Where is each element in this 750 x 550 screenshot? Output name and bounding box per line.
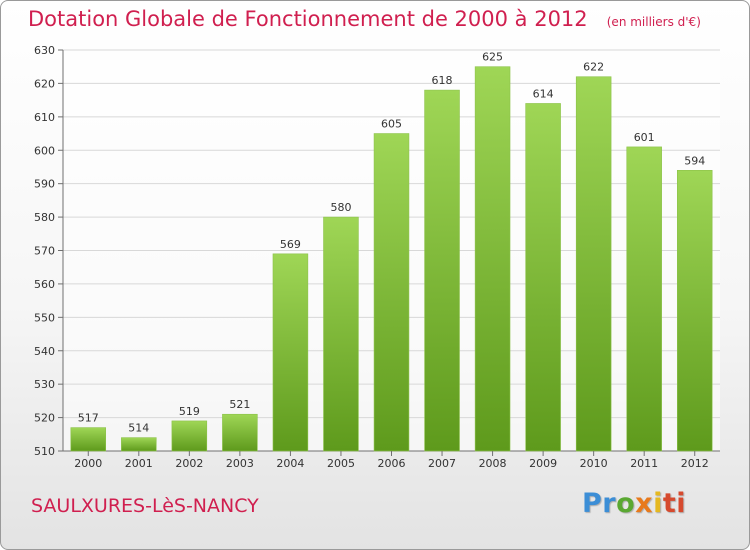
bar-value-label: 521 (229, 398, 250, 411)
unit-note: (en milliers d'€) (606, 15, 701, 29)
x-tick-label: 2010 (580, 457, 608, 470)
commune-name: SAULXURES-LèS-NANCY (31, 495, 259, 517)
bar-value-label: 625 (482, 51, 503, 64)
bar-value-label: 519 (179, 405, 200, 418)
y-tick-label: 550 (34, 311, 55, 324)
bar-2007 (424, 89, 460, 452)
x-tick-label: 2011 (630, 457, 658, 470)
y-tick-label: 610 (34, 111, 55, 124)
bar-value-label: 605 (381, 118, 402, 131)
bar-2003 (222, 413, 258, 452)
y-tick-label: 580 (34, 211, 55, 224)
y-tick-label: 530 (34, 378, 55, 391)
bar-value-label: 614 (533, 87, 554, 100)
bar-value-label: 517 (78, 412, 99, 425)
y-tick-label: 570 (34, 245, 55, 258)
y-tick-label: 630 (34, 44, 55, 57)
x-tick-label: 2000 (74, 457, 102, 470)
title-row: Dotation Globale de Fonctionnement de 20… (28, 7, 701, 31)
x-tick-label: 2008 (479, 457, 507, 470)
proxiti-logo: Proxiti (582, 488, 687, 519)
y-tick-label: 510 (34, 445, 55, 458)
bar-value-label: 622 (583, 61, 604, 74)
x-tick-label: 2009 (529, 457, 557, 470)
y-tick-label: 590 (34, 178, 55, 191)
y-tick-label: 540 (34, 345, 55, 358)
bar-value-label: 580 (330, 201, 351, 214)
bar-2005 (323, 216, 359, 452)
y-tick-label: 560 (34, 278, 55, 291)
bar-2004 (272, 253, 309, 452)
bar-value-label: 601 (634, 131, 655, 144)
x-tick-label: 2004 (276, 457, 304, 470)
bar-2010 (575, 76, 612, 452)
x-tick-label: 2006 (378, 457, 406, 470)
y-tick-label: 600 (34, 144, 55, 157)
x-tick-label: 2005 (327, 457, 355, 470)
bar-value-label: 514 (128, 422, 149, 435)
x-tick-label: 2007 (428, 457, 456, 470)
bar-value-label: 569 (280, 238, 301, 251)
bar-2000 (70, 427, 107, 452)
bar-2002 (171, 420, 208, 452)
bar-2008 (474, 66, 511, 452)
chart-title: Dotation Globale de Fonctionnement de 20… (28, 7, 588, 31)
x-tick-label: 2012 (681, 457, 709, 470)
bar-value-label: 594 (684, 154, 705, 167)
bar-2011 (626, 146, 662, 452)
bar-2006 (373, 133, 410, 452)
x-tick-label: 2003 (226, 457, 254, 470)
bar-2012 (676, 170, 713, 452)
bar-value-label: 618 (432, 74, 453, 87)
bar-2009 (525, 103, 561, 452)
bar-2001 (121, 437, 157, 452)
x-tick-label: 2002 (175, 457, 203, 470)
x-tick-label: 2001 (125, 457, 153, 470)
y-tick-label: 620 (34, 77, 55, 90)
y-tick-label: 520 (34, 412, 55, 425)
